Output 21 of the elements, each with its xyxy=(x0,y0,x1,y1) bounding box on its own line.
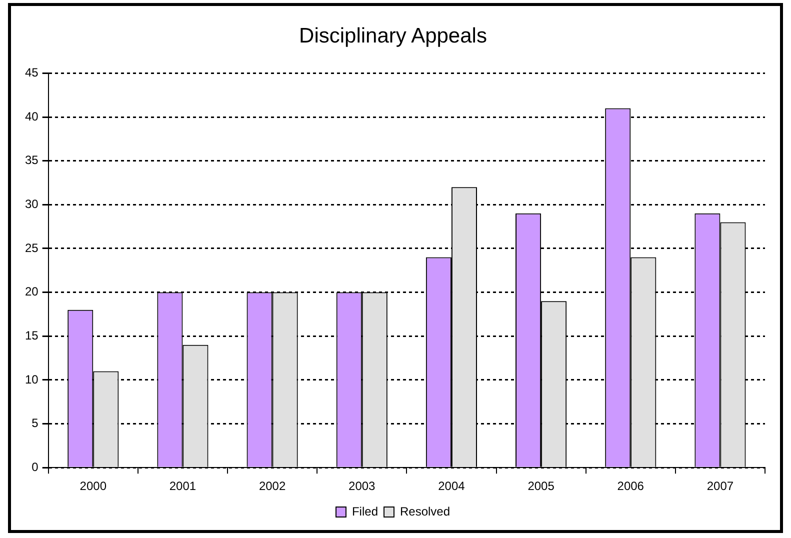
legend-label: Filed xyxy=(352,504,378,518)
x-tick-label: 2004 xyxy=(438,479,466,494)
y-tick-label: 15 xyxy=(24,328,39,342)
y-tick-label: 5 xyxy=(32,416,39,430)
x-tick-label: 2006 xyxy=(617,479,644,494)
x-tick-label: 2002 xyxy=(258,479,286,494)
y-tick-label: 45 xyxy=(24,66,39,80)
y-tick-label: 35 xyxy=(24,153,39,168)
x-tick-label: 2003 xyxy=(348,479,376,494)
y-tick-label: 20 xyxy=(24,284,39,299)
y-tick-label: 25 xyxy=(24,240,39,255)
x-tick-label: 2001 xyxy=(169,479,196,494)
y-tick-label: 30 xyxy=(24,196,39,211)
y-tick-label: 0 xyxy=(32,460,39,474)
legend-label: Resolved xyxy=(400,504,450,518)
x-tick-label: 2005 xyxy=(528,479,555,494)
x-tick-label: 2000 xyxy=(80,479,107,494)
y-tick-label: 40 xyxy=(24,109,39,124)
x-tick-label: 2007 xyxy=(706,479,734,494)
chart-title: Disciplinary Appeals xyxy=(299,24,487,48)
y-tick-label: 10 xyxy=(24,372,39,386)
